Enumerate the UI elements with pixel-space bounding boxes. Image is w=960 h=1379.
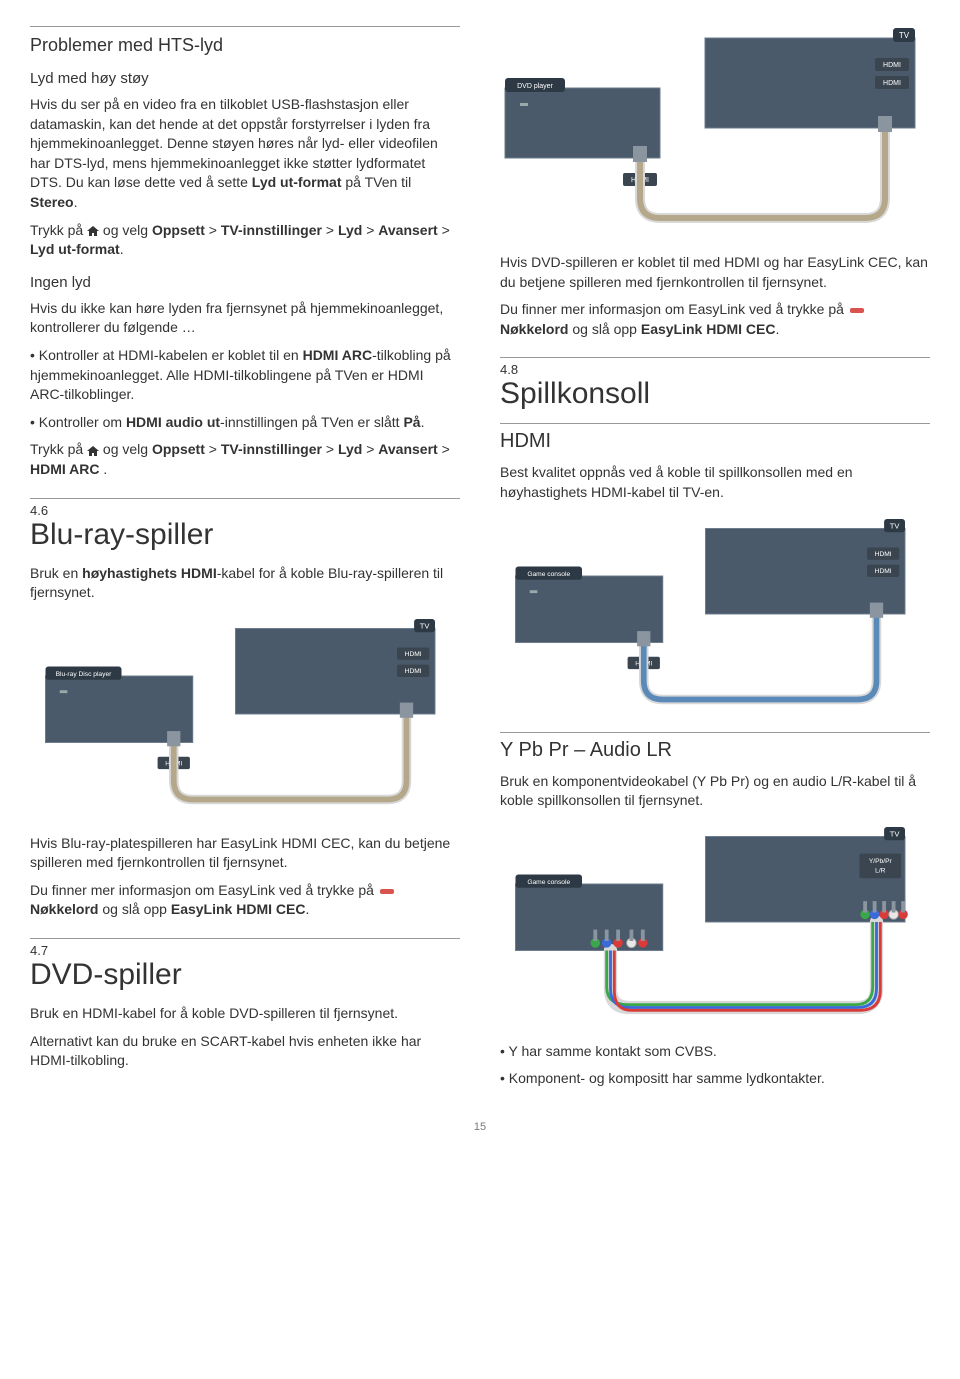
hts-problems-title: Problemer med HTS-lyd	[30, 35, 460, 56]
console-ypbpr-diagram: TV Y/Pb/Pr L/R Game console	[500, 827, 930, 1017]
section-4-8-title: Spillkonsoll	[500, 377, 930, 411]
svg-text:Game console: Game console	[527, 879, 570, 886]
svg-text:DVD player: DVD player	[517, 83, 553, 90]
home-icon	[87, 226, 99, 236]
nosound-p2: Trykk på og velg Oppsett > TV-innstillin…	[30, 440, 460, 479]
svg-text:HDMI: HDMI	[883, 80, 901, 87]
svg-text:Y/Pb/Pr: Y/Pb/Pr	[869, 858, 893, 865]
svg-text:HDMI: HDMI	[405, 668, 422, 675]
nosound-p1: Hvis du ikke kan høre lyden fra fjernsyn…	[30, 299, 460, 338]
right-column: TV HDMI HDMI DVD player HDMI Hvis DVD-sp…	[500, 20, 930, 1097]
s46-p2: Hvis Blu-ray-platespilleren har EasyLink…	[30, 834, 460, 873]
section-4-6-num: 4.6	[30, 498, 460, 518]
ypbpr-subtitle: Y Pb Pr – Audio LR	[500, 732, 930, 762]
s47-p1: Bruk en HDMI-kabel for å koble DVD-spill…	[30, 1004, 460, 1024]
s47-p2: Alternativt kan du bruke en SCART-kabel …	[30, 1032, 460, 1071]
svg-text:TV: TV	[420, 621, 431, 630]
key-icon	[850, 308, 864, 313]
svg-text:HDMI: HDMI	[883, 62, 901, 69]
section-4-8-num: 4.8	[500, 357, 930, 377]
bluray-hdmi-diagram: TV HDMI HDMI Blu-ray Disc player HDMI	[30, 619, 460, 809]
loud-noise-title: Lyd med høy støy	[30, 70, 460, 87]
svg-text:TV: TV	[890, 829, 901, 838]
section-4-7-title: DVD-spiller	[30, 958, 460, 992]
svg-text:Game console: Game console	[527, 571, 570, 578]
dvd-p2: Du finner mer informasjon om EasyLink ve…	[500, 300, 930, 339]
key-icon	[380, 889, 394, 894]
ypbpr-b2: • Komponent- og kompositt har samme lydk…	[500, 1069, 930, 1089]
console-hdmi-diagram: TV HDMI HDMI Game console HDMI	[500, 519, 930, 709]
loud-p1: Hvis du ser på en video fra en tilkoblet…	[30, 95, 460, 213]
svg-text:Blu-ray Disc player: Blu-ray Disc player	[56, 671, 113, 678]
page-number: 15	[30, 1121, 930, 1133]
svg-text:HDMI: HDMI	[405, 651, 422, 658]
section-4-6-title: Blu-ray-spiller	[30, 518, 460, 552]
s46-p1: Bruk en høyhastighets HDMI-kabel for å k…	[30, 564, 460, 603]
ypbpr-p1: Bruk en komponentvideokabel (Y Pb Pr) og…	[500, 772, 930, 811]
hdmi-p1: Best kvalitet oppnås ved å koble til spi…	[500, 463, 930, 502]
home-icon	[87, 446, 99, 456]
loud-p2: Trykk på og velg Oppsett > TV-innstillin…	[30, 221, 460, 260]
s46-p3: Du finner mer informasjon om EasyLink ve…	[30, 881, 460, 920]
svg-text:HDMI: HDMI	[875, 568, 892, 575]
nosound-bullet2: • Kontroller om HDMI audio ut-innstillin…	[30, 413, 460, 433]
hdmi-subtitle: HDMI	[500, 423, 930, 453]
dvd-p1: Hvis DVD-spilleren er koblet til med HDM…	[500, 253, 930, 292]
svg-text:TV: TV	[890, 521, 901, 530]
svg-text:L/R: L/R	[875, 867, 886, 874]
left-column: Problemer med HTS-lyd Lyd med høy støy H…	[30, 20, 460, 1097]
svg-text:HDMI: HDMI	[875, 551, 892, 558]
dvd-hdmi-diagram: TV HDMI HDMI DVD player HDMI	[500, 28, 930, 228]
rule	[30, 26, 460, 27]
no-sound-title: Ingen lyd	[30, 274, 460, 291]
svg-text:TV: TV	[899, 31, 910, 40]
section-4-7-num: 4.7	[30, 938, 460, 958]
nosound-bullet1: • Kontroller at HDMI-kabelen er koblet t…	[30, 346, 460, 405]
ypbpr-b1: • Y har samme kontakt som CVBS.	[500, 1042, 930, 1062]
